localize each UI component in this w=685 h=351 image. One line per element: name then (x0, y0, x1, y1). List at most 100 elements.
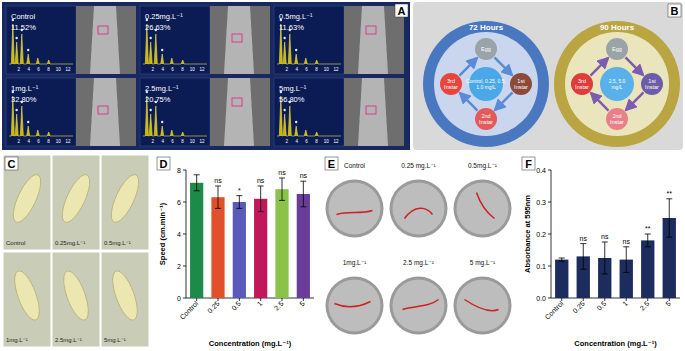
sem-image (76, 78, 136, 146)
dish-rim (454, 277, 512, 335)
photo-bg (387, 252, 450, 347)
panel-a-background (2, 2, 410, 150)
stage-label-line: Instar (610, 119, 624, 125)
photo-bg (52, 155, 100, 250)
x-tick (260, 298, 261, 301)
eds-spectrum-bg (140, 6, 210, 74)
bar (641, 240, 654, 298)
bar-chart: 0.00.10.20.30.4Absorbance at 595nmContro… (523, 167, 680, 349)
x-tick-label: 0.25 (206, 300, 221, 315)
stage-label-line: Instar (575, 84, 589, 90)
eds-percent: 11.63% (279, 23, 304, 32)
larva-photo: 0.5mg.L⁻¹ (101, 155, 149, 250)
error-stem (604, 242, 605, 274)
eds-cell: 246810125mg.L⁻¹56.80% (274, 78, 404, 146)
cycle-ring (423, 21, 549, 147)
eds-tick-label: 6 (305, 139, 308, 144)
larva-photo: 1mg.L⁻¹ (3, 252, 51, 347)
error-cap (279, 178, 285, 179)
larva (10, 268, 45, 323)
sem-image (210, 6, 270, 74)
panel-letter: F (525, 158, 532, 170)
center-label-line: 1.0 mg/L (476, 84, 496, 90)
eds-peak-dot (149, 109, 151, 111)
eds-percent: 32.80% (11, 95, 37, 104)
eds-spectrum-bg (6, 78, 76, 146)
eds-tick-label: 2 (152, 67, 155, 72)
eds-tick-label: 4 (295, 67, 298, 72)
error-cap (194, 190, 200, 191)
eds-label: 1mg.L⁻¹ (11, 84, 39, 93)
sem-fiber (90, 6, 120, 74)
significance-label: ns (300, 172, 308, 179)
error-cap (602, 274, 608, 275)
larva-label: Control (6, 240, 25, 246)
larva (106, 171, 144, 226)
larva (8, 171, 46, 226)
x-tick (604, 298, 605, 301)
stage-label: 3rdInstar (575, 78, 589, 90)
sem-fiber (90, 78, 120, 146)
photo-bg (323, 155, 386, 250)
larva-label: 5mg.L⁻¹ (104, 337, 126, 343)
x-tick-label: 5 (664, 300, 672, 308)
dish-photo: 1mg.L⁻¹ (323, 252, 386, 347)
dish-label: 2.5 mg.L⁻¹ (403, 259, 435, 267)
panel-letter-box (325, 157, 338, 170)
x-tick (626, 298, 627, 301)
larva-label: 2.5mg.L⁻¹ (55, 337, 82, 343)
x-axis-label: Concentration (mg.L⁻¹) (574, 339, 657, 348)
stage-label: 3rdInstar (444, 78, 458, 90)
stage-label: 2ndInstar (479, 113, 493, 125)
error-cap (666, 237, 672, 238)
dish-agar (457, 280, 509, 332)
x-tick (218, 298, 219, 301)
cycle-inner (565, 32, 669, 136)
dish-agar (393, 183, 445, 235)
x-axis (186, 298, 314, 299)
eds-tick-label: 4 (295, 139, 298, 144)
eds-peaks (143, 96, 207, 136)
bar (297, 194, 310, 298)
photo-bg (387, 155, 450, 250)
dish-label: 1mg.L⁻¹ (343, 259, 367, 267)
bar (211, 197, 224, 298)
larva-photo: Control (3, 155, 51, 250)
eds-peak-dot (27, 121, 29, 123)
stage-label-line: Instar (645, 84, 659, 90)
eds-label: 2.5mg.L⁻¹ (145, 84, 179, 93)
stage-label: Egg (612, 46, 622, 52)
error-stem (260, 186, 261, 212)
eds-tick-label: 10 (190, 139, 196, 144)
y-tick (183, 298, 186, 299)
error-stem (218, 186, 219, 208)
error-cap (559, 261, 565, 262)
error-bar (300, 181, 306, 207)
stage-label: 1stInstar (514, 78, 528, 90)
x-tick (561, 298, 562, 301)
sem-image (76, 6, 136, 74)
x-tick (196, 298, 197, 301)
photo-bg (451, 252, 514, 347)
x-tick-label: 2.5 (273, 300, 285, 312)
eds-spectrum-bg (6, 6, 76, 74)
dish-agar (329, 280, 381, 332)
x-axis-label: Concentration (mg.L⁻¹) (209, 339, 292, 348)
eds-tick-label: 8 (47, 139, 50, 144)
panel-letter: C (8, 158, 16, 170)
stage-node (475, 108, 497, 130)
larva-track (477, 193, 495, 219)
error-cap (666, 198, 672, 199)
error-cap (300, 206, 306, 207)
x-tick (303, 298, 304, 301)
x-tick-label: 0.25 (571, 300, 586, 315)
eds-peak-dot (295, 121, 297, 123)
significance-label: ns (580, 235, 588, 242)
eds-peaks (143, 24, 207, 64)
eds-peak-dot (283, 37, 285, 39)
panel-letter-box (157, 157, 170, 170)
error-cap (236, 208, 242, 209)
stage-node (641, 73, 663, 95)
error-bar (559, 258, 565, 261)
bar (233, 202, 246, 298)
